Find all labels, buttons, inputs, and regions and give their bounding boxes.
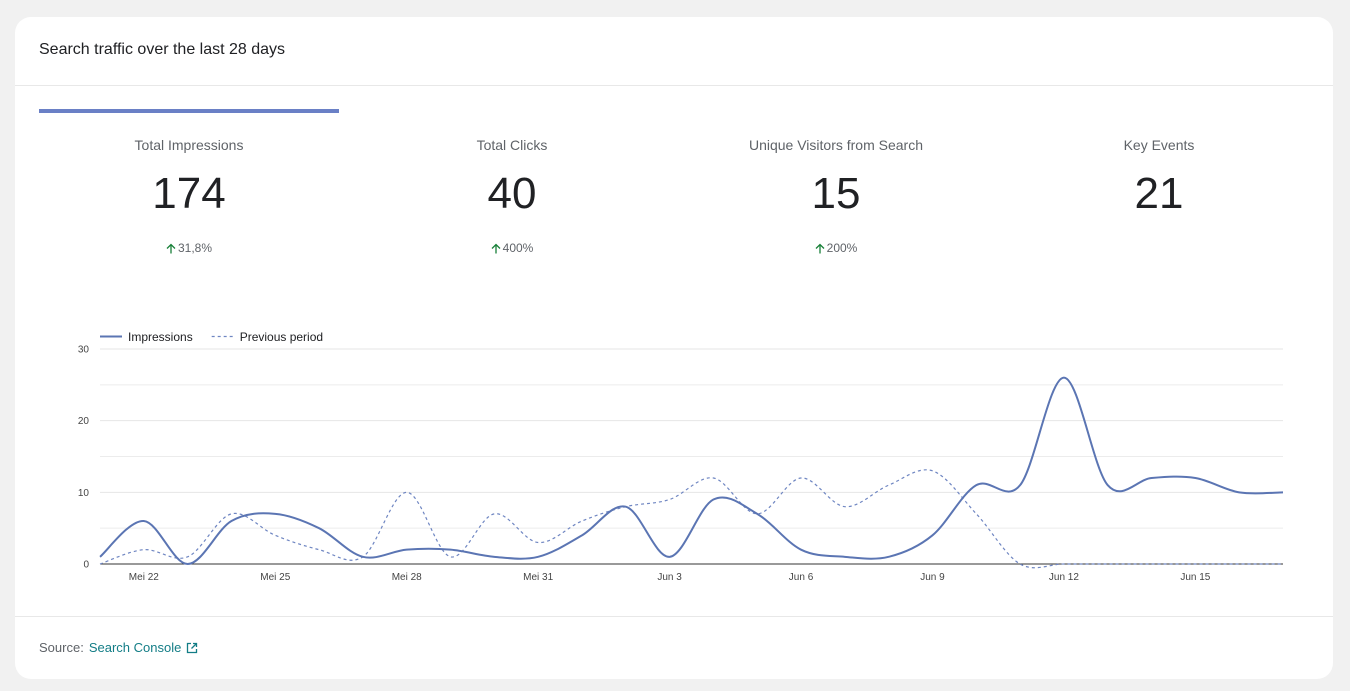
y-tick-label: 20 — [78, 416, 90, 427]
metric-change: 400% — [362, 241, 662, 255]
divider — [15, 85, 1333, 86]
x-tick-label: Jun 6 — [789, 572, 814, 583]
metric-value: 40 — [487, 169, 537, 218]
x-tick-label: Jun 12 — [1049, 572, 1079, 583]
card-title: Search traffic over the last 28 days — [39, 41, 286, 58]
legend-label: Previous period — [240, 330, 323, 344]
change-value: 400% — [502, 241, 534, 255]
metric: Key Events 21 — [1009, 137, 1309, 219]
legend-label: Impressions — [128, 330, 193, 344]
divider — [15, 616, 1333, 617]
metric-change: 200% — [686, 241, 986, 255]
metric-label: Unique Visitors from Search — [748, 137, 924, 153]
change-value: 200% — [826, 241, 858, 255]
up-arrow-icon — [815, 243, 825, 253]
metric-label: Key Events — [1123, 137, 1195, 153]
metric-value: 15 — [811, 169, 861, 218]
change-value: 31,8% — [177, 241, 213, 255]
y-tick-label: 10 — [78, 488, 90, 499]
x-tick-label: Mei 25 — [260, 572, 290, 583]
x-tick-label: Jun 15 — [1180, 572, 1210, 583]
x-tick-label: Mei 22 — [129, 572, 159, 583]
metric: Total Impressions 174 31,8% — [39, 137, 339, 255]
metric-change: 31,8% — [39, 241, 339, 255]
active-tab-indicator — [39, 109, 339, 113]
metric-value: 21 — [1134, 169, 1184, 218]
series-line — [99, 376, 1284, 566]
source-label: Source: — [39, 640, 84, 655]
y-tick-label: 30 — [78, 345, 90, 356]
metric: Total Clicks 40 400% — [362, 137, 662, 255]
up-arrow-icon — [491, 243, 501, 253]
card: Search traffic over the last 28 days Tot… — [15, 17, 1333, 679]
up-arrow-icon — [166, 243, 176, 253]
x-tick-label: Mei 31 — [523, 572, 553, 583]
metric-label: Total Impressions — [134, 137, 244, 153]
source-link[interactable]: Search Console — [88, 640, 182, 655]
external-link-icon[interactable] — [186, 642, 198, 654]
footer: Source: Search Console — [39, 640, 198, 655]
series-line — [99, 469, 1283, 569]
x-tick-label: Jun 9 — [920, 572, 945, 583]
metric-label: Total Clicks — [476, 137, 548, 153]
x-tick-label: Jun 3 — [657, 572, 682, 583]
metric: Unique Visitors from Search 15 200% — [686, 137, 986, 255]
x-tick-label: Mei 28 — [392, 572, 422, 583]
metric-value: 174 — [152, 169, 226, 218]
y-tick-label: 0 — [83, 560, 89, 571]
